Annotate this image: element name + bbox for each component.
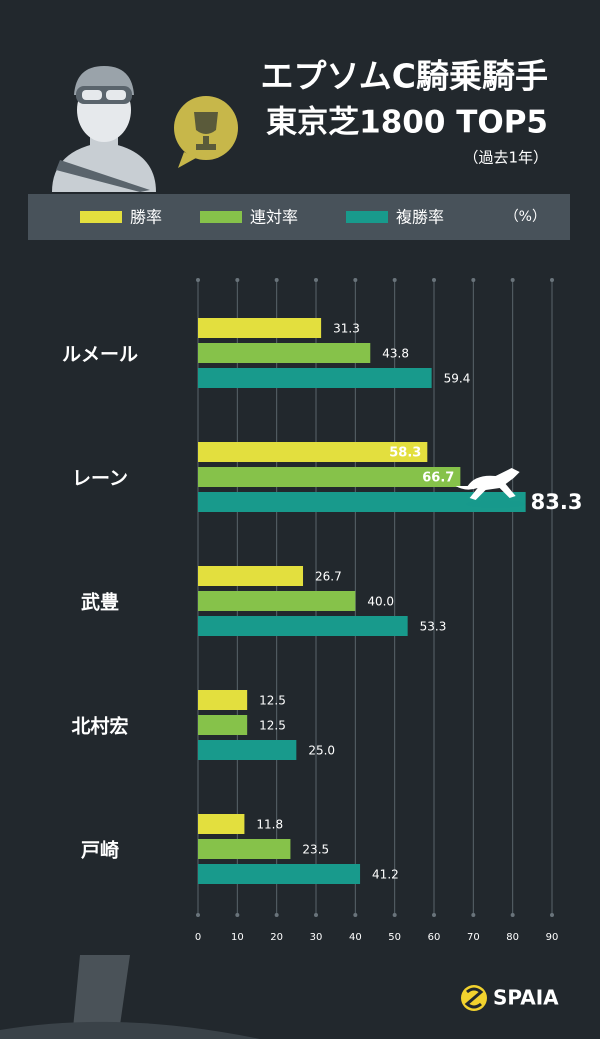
grid-dot	[432, 278, 436, 282]
bar	[198, 467, 461, 487]
value-label: 53.3	[420, 620, 447, 634]
grid-dot	[274, 913, 279, 917]
bar	[198, 566, 304, 586]
grid-dot	[235, 278, 240, 282]
note: （過去1年）	[463, 149, 548, 167]
legend-label: 勝率	[130, 208, 162, 227]
grid-dot	[510, 278, 515, 282]
x-tick-label: 60	[428, 932, 441, 943]
category-label: 北村宏	[71, 715, 128, 738]
x-tick-label: 90	[546, 932, 559, 943]
value-label: 12.5	[259, 719, 286, 733]
legend-label: 連対率	[250, 208, 298, 227]
x-tick-label: 80	[506, 932, 519, 943]
grid-dot	[353, 278, 358, 282]
category-label: レーン	[72, 468, 128, 490]
bar	[198, 616, 408, 636]
grid-dot	[471, 278, 476, 282]
value-label: 23.5	[302, 843, 329, 857]
bar	[198, 343, 371, 363]
bar	[198, 591, 356, 611]
x-tick-label: 70	[467, 932, 480, 943]
grid-dot	[510, 913, 515, 917]
value-label: 83.3	[531, 490, 583, 514]
grid-dot	[550, 278, 554, 282]
bar	[198, 318, 322, 338]
legend-swatch	[200, 211, 242, 223]
grid-dot	[314, 278, 318, 282]
value-label: 25.0	[308, 744, 335, 758]
grid-dot	[235, 913, 240, 917]
grid-dot	[392, 278, 397, 282]
category-label: 武豊	[81, 591, 119, 614]
value-label: 43.8	[382, 347, 409, 361]
horse-icon	[455, 468, 520, 500]
grid-dot	[196, 913, 200, 917]
value-label: 26.7	[315, 570, 342, 584]
bar	[198, 864, 361, 884]
bar	[198, 492, 526, 512]
jockey-icon	[52, 66, 156, 192]
chart-title: エプソムC騎乗騎手	[260, 57, 548, 96]
brand: SPAIA	[493, 986, 559, 1010]
x-tick-label: 20	[270, 932, 283, 943]
bar	[198, 715, 248, 735]
grid-dot	[550, 913, 554, 917]
trophy-icon	[174, 96, 238, 168]
value-label: 59.4	[444, 372, 471, 386]
footer-art	[0, 955, 260, 1039]
x-tick-label: 0	[195, 932, 201, 943]
bar	[198, 690, 248, 710]
bar	[198, 814, 245, 834]
brand-logo: SPAIA	[461, 985, 559, 1011]
x-tick-label: 30	[310, 932, 323, 943]
value-label: 66.7	[422, 471, 454, 486]
grid-dot	[274, 278, 279, 282]
x-tick-label: 40	[349, 932, 362, 943]
legend-swatch	[346, 211, 388, 223]
legend-label: 複勝率	[396, 208, 444, 227]
grid-dot	[353, 913, 358, 917]
x-tick-label: 10	[231, 932, 244, 943]
value-label: 12.5	[259, 694, 286, 708]
unit-label: （%）	[505, 209, 546, 225]
grid-dot	[314, 913, 318, 917]
chart-subtitle: 東京芝1800 TOP5	[266, 105, 548, 141]
bar	[198, 839, 291, 859]
bar	[198, 740, 297, 760]
grid-dot	[392, 913, 397, 917]
grid-dot	[471, 913, 476, 917]
category-label: 戸崎	[81, 839, 119, 862]
x-tick-label: 50	[388, 932, 401, 943]
grid-dot	[196, 278, 200, 282]
category-label: ルメール	[62, 344, 138, 366]
value-label: 40.0	[367, 595, 394, 609]
bar	[198, 442, 428, 462]
bar	[198, 368, 432, 388]
value-label: 31.3	[333, 322, 360, 336]
value-label: 11.8	[256, 818, 283, 832]
value-label: 41.2	[372, 868, 399, 882]
grid-dot	[432, 913, 436, 917]
horse-shadow	[465, 500, 526, 508]
legend-swatch	[80, 211, 122, 223]
value-label: 58.3	[389, 446, 421, 461]
